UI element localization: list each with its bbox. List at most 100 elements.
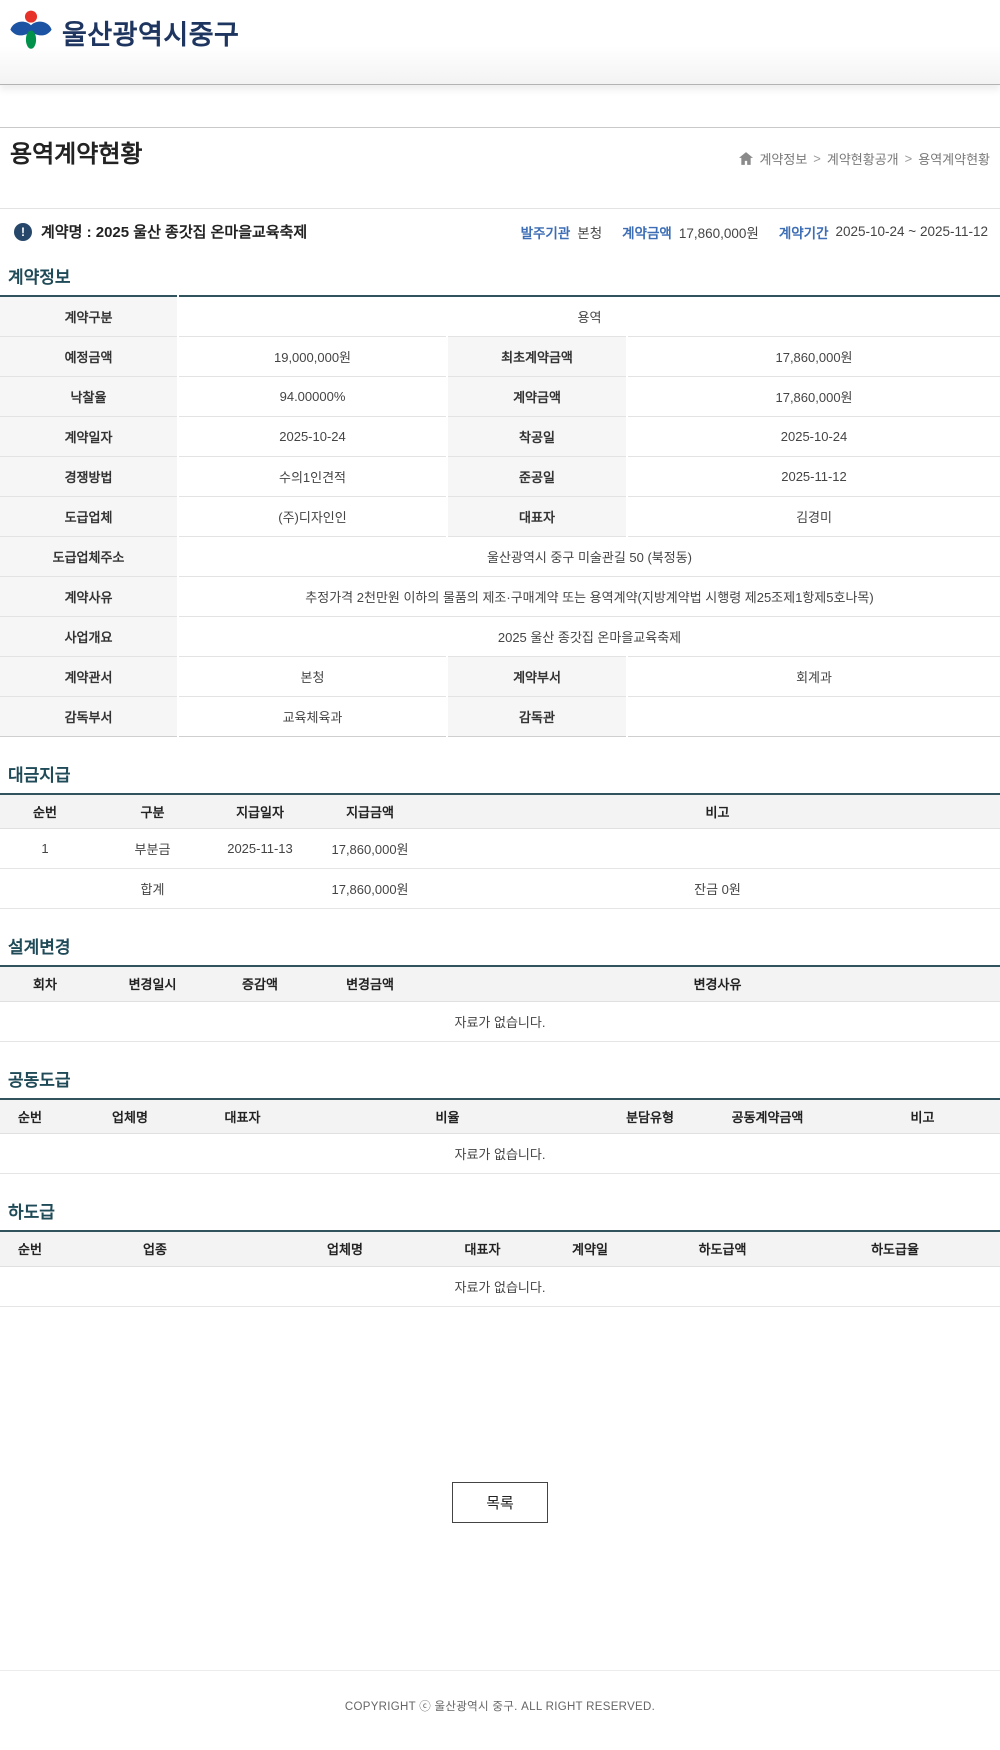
table-row: 도급업체 (주)디자인인 대표자 김경미 xyxy=(0,496,1000,537)
home-icon[interactable] xyxy=(739,152,754,165)
cell: 부분금 xyxy=(90,828,215,869)
column-header: 대표자 xyxy=(440,1231,525,1267)
section-title-payment: 대금지급 xyxy=(8,765,71,785)
contract-summary-values: 발주기관 본청 계약금액 17,860,000원 계약기간 2025-10-24 ~ … xyxy=(521,222,988,242)
column-header: 순번 xyxy=(0,793,90,829)
summary-value: 본청 xyxy=(577,225,603,241)
empty-row: 자료가 없습니다. xyxy=(0,1266,1000,1307)
row-value: 추정가격 2천만원 이하의 물품의 제조·구매계약 또는 용역계약(지방계약법 … xyxy=(178,576,1000,617)
row-value: 2025-10-24 xyxy=(178,416,447,457)
column-header: 순번 xyxy=(0,1231,60,1267)
row-value: 19,000,000원 xyxy=(178,336,447,377)
column-header: 업체명 xyxy=(60,1098,200,1134)
table-row: 1 부분금 2025-11-13 17,860,000원 xyxy=(0,828,1000,869)
breadcrumb: 계약정보 > 계약현황공개 > 용역계약현황 xyxy=(739,149,990,168)
summary-value: 2025-10-24 ~ 2025-11-12 xyxy=(835,224,989,239)
column-header: 순번 xyxy=(0,1098,60,1134)
logo-text: 울산광역시중구 xyxy=(62,20,240,50)
column-header: 변경일시 xyxy=(90,966,215,1002)
design-change-table: 회차 변경일시 증감액 변경금액 변경사유 자료가 없습니다. xyxy=(0,965,1000,1042)
row-value: 17,860,000원 xyxy=(627,336,1000,377)
section-design-change: 설계변경 회차 변경일시 증감액 변경금액 변경사유 자료가 없습니다. xyxy=(0,938,1000,1042)
table-row: 계약관서 본청 계약부서 회계과 xyxy=(0,656,1000,697)
section-payment: 대금지급 순번 구분 지급일자 지급금액 비고 1 부분금 2025-11-13 17,860… xyxy=(0,765,1000,909)
site-logo[interactable]: 울산광역시중구 xyxy=(8,8,239,57)
cell xyxy=(215,868,305,909)
table-row: 경쟁방법 수의1인견적 준공일 2025-11-12 xyxy=(0,456,1000,497)
summary-label: 계약금액 xyxy=(622,225,672,241)
breadcrumb-item[interactable]: 용역계약현황 xyxy=(918,152,990,167)
row-label: 사업개요 xyxy=(0,616,179,657)
row-label: 계약일자 xyxy=(0,416,179,457)
empty-message: 자료가 없습니다. xyxy=(0,1001,1000,1042)
site-footer: COPYRIGHT ⓒ 울산광역시 중구. ALL RIGHT RESERVED… xyxy=(0,1669,1000,1714)
column-header: 하도급액 xyxy=(655,1231,790,1267)
column-header: 지급금액 xyxy=(305,793,435,829)
row-label: 감독관 xyxy=(446,696,628,737)
column-header: 비율 xyxy=(285,1098,610,1134)
row-value: 2025 울산 종갓집 온마을교육축제 xyxy=(178,616,1000,657)
table-row: 사업개요 2025 울산 종갓집 온마을교육축제 xyxy=(0,616,1000,657)
row-value: 용역 xyxy=(178,296,1000,337)
site-header: 울산광역시중구 xyxy=(0,0,1000,85)
table-row: 계약일자 2025-10-24 착공일 2025-10-24 xyxy=(0,416,1000,457)
contract-info-body: 계약구분 용역 예정금액 19,000,000원 최초계약금액 17,860,000원 낙찰… xyxy=(0,296,1000,737)
column-header: 변경금액 xyxy=(305,966,435,1002)
subcontract-table: 순번 업종 업체명 대표자 계약일 하도급액 하도급율 자료가 없습니다. xyxy=(0,1230,1000,1307)
empty-message: 자료가 없습니다. xyxy=(0,1133,1000,1174)
section-joint-contract: 공동도급 순번 업체명 대표자 비율 분담유형 공동계약금액 비고 자료가 없습니다. xyxy=(0,1070,1000,1174)
row-label: 도급업체 xyxy=(0,496,179,537)
row-value: 교육체육과 xyxy=(178,696,447,737)
cell: 합계 xyxy=(90,868,215,909)
row-label: 최초계약금액 xyxy=(446,336,628,377)
cell xyxy=(435,828,1000,869)
total-row: 합계 17,860,000원 잔금 0원 xyxy=(0,868,1000,909)
table-row: 계약구분 용역 xyxy=(0,296,1000,337)
row-label: 계약금액 xyxy=(446,376,628,417)
row-value xyxy=(627,696,1000,737)
row-value: 94.00000% xyxy=(178,376,447,417)
table-row: 감독부서 교육체육과 감독관 xyxy=(0,696,1000,737)
column-header: 공동계약금액 xyxy=(690,1098,845,1134)
list-button[interactable]: 목록 xyxy=(452,1481,548,1523)
cell: 17,860,000원 xyxy=(305,828,435,869)
row-value: 울산광역시 중구 미술관길 50 (북정동) xyxy=(178,536,1000,577)
cell: 1 xyxy=(0,828,90,869)
empty-message: 자료가 없습니다. xyxy=(0,1266,1000,1307)
column-header: 증감액 xyxy=(215,966,305,1002)
row-label: 감독부서 xyxy=(0,696,179,737)
row-label: 경쟁방법 xyxy=(0,456,179,497)
table-row: 예정금액 19,000,000원 최초계약금액 17,860,000원 xyxy=(0,336,1000,377)
row-label: 계약사유 xyxy=(0,576,179,617)
cell xyxy=(0,868,90,909)
breadcrumb-item[interactable]: 계약현황공개 xyxy=(826,152,899,167)
breadcrumb-separator: > xyxy=(813,151,821,166)
breadcrumb-item[interactable]: 계약정보 xyxy=(759,152,808,167)
section-title-joint-contract: 공동도급 xyxy=(8,1070,71,1090)
column-header: 변경사유 xyxy=(435,966,1000,1002)
city-logo-icon xyxy=(8,8,54,57)
column-header: 지급일자 xyxy=(215,793,305,829)
row-label: 예정금액 xyxy=(0,336,179,377)
summary-label: 발주기관 xyxy=(520,225,571,241)
column-header: 회차 xyxy=(0,966,90,1002)
table-row: 계약사유 추정가격 2천만원 이하의 물품의 제조·구매계약 또는 용역계약(지방… xyxy=(0,576,1000,617)
column-header: 업체명 xyxy=(250,1231,440,1267)
joint-contract-table: 순번 업체명 대표자 비율 분담유형 공동계약금액 비고 자료가 없습니다. xyxy=(0,1097,1000,1174)
column-header: 구분 xyxy=(90,793,215,829)
row-label: 착공일 xyxy=(446,416,628,457)
column-header: 업종 xyxy=(60,1231,250,1267)
row-label: 계약관서 xyxy=(0,656,179,697)
section-title-design-change: 설계변경 xyxy=(8,938,71,957)
cell: 2025-11-13 xyxy=(215,828,305,869)
section-title-subcontract: 하도급 xyxy=(8,1203,55,1222)
title-section: 용역계약현황 계약정보 > 계약현황공개 > 용역계약현황 xyxy=(0,127,1000,209)
row-label: 계약구분 xyxy=(0,296,179,337)
table-row: 낙찰율 94.00000% 계약금액 17,860,000원 xyxy=(0,376,1000,417)
row-value: 수의1인견적 xyxy=(178,456,447,497)
section-subcontract: 하도급 순번 업종 업체명 대표자 계약일 하도급액 하도급율 자료가 없습니다. xyxy=(0,1203,1000,1307)
summary-value: 17,860,000원 xyxy=(678,225,759,241)
row-value: 김경미 xyxy=(627,496,1000,537)
column-header: 비고 xyxy=(435,793,1000,829)
section-contract-info: 계약정보 계약구분 용역 예정금액 19,000,000원 최초계약금액 17,860,0… xyxy=(0,268,1000,737)
